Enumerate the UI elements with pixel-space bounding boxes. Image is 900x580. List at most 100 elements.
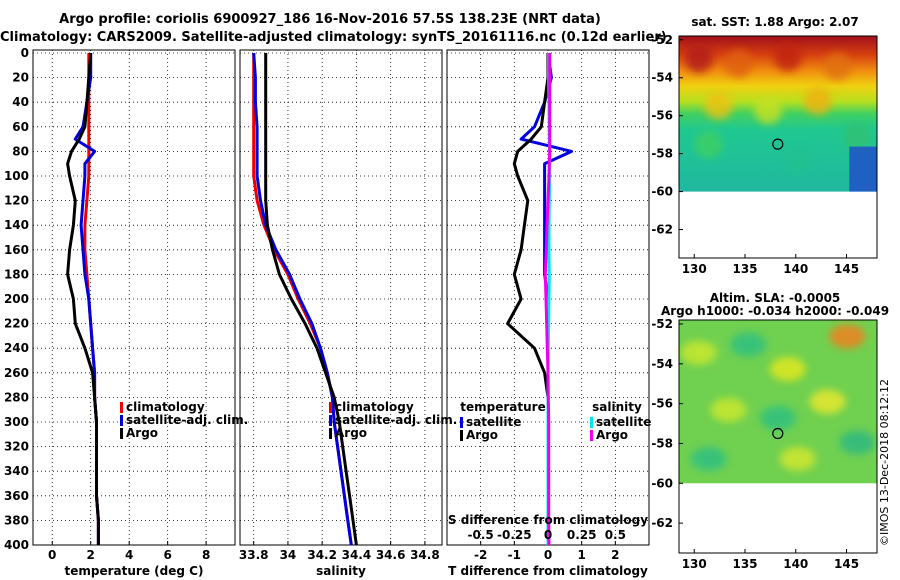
y-tick-label: 280 bbox=[4, 390, 29, 404]
diff-salinity-legend-label: satellite bbox=[596, 415, 651, 429]
y-tick-label: 140 bbox=[4, 218, 29, 232]
sst-map-title: sat. SST: 1.88 Argo: 2.07 bbox=[691, 15, 858, 29]
title-line-2: Climatology: CARS2009. Satellite-adjuste… bbox=[0, 30, 667, 45]
map-x-tick-label: 130 bbox=[682, 262, 707, 276]
series-line-difference-argo-salinity- bbox=[543, 53, 552, 546]
x-tick-label: 34.8 bbox=[410, 548, 440, 562]
diff-top-tick-label: 0.5 bbox=[605, 528, 626, 542]
x-tick-label: 1 bbox=[577, 548, 585, 562]
y-tick-label: 60 bbox=[12, 120, 29, 134]
diff-salinity-legend-label: Argo bbox=[596, 428, 628, 442]
map-border bbox=[678, 319, 878, 554]
sst-patch bbox=[724, 49, 753, 78]
series-line-salinity-satellite-adj-clim- bbox=[252, 52, 353, 546]
map-y-tick-label: -62 bbox=[651, 516, 673, 530]
x-tick-label: 34.4 bbox=[342, 548, 372, 562]
salinity-legend-swatch bbox=[329, 415, 332, 426]
sla-patch bbox=[769, 356, 806, 381]
sla-patch bbox=[680, 340, 717, 365]
sla-patch bbox=[779, 446, 816, 471]
copyright-footer: ©IMOS 13-Dec-2018 08:12:12 bbox=[878, 379, 891, 546]
temperature-legend-label: climatology bbox=[126, 400, 205, 414]
sst-patch bbox=[803, 86, 832, 115]
y-tick-label: 260 bbox=[4, 366, 29, 380]
x-tick-label: 8 bbox=[202, 548, 210, 562]
map-y-tick-label: -58 bbox=[651, 147, 673, 161]
y-tick-label: 80 bbox=[12, 144, 29, 158]
map-y-tick-label: -60 bbox=[651, 185, 673, 199]
map-x-tick-label: 140 bbox=[783, 557, 808, 571]
diff-top-tick-label: 0.25 bbox=[567, 528, 597, 542]
y-tick-label: 320 bbox=[4, 440, 29, 454]
x-tick-label: 2 bbox=[611, 548, 619, 562]
x-tick-label: -1 bbox=[508, 548, 521, 562]
diff-legend-title-salinity: salinity bbox=[592, 400, 642, 414]
title-line-1: Argo profile: coriolis 6900927_186 16-No… bbox=[59, 12, 601, 27]
x-axis-label-temperature: temperature (deg C) bbox=[65, 564, 204, 578]
salinity-legend-label: climatology bbox=[335, 400, 414, 414]
x-axis-label-salinity: salinity bbox=[316, 564, 366, 578]
sst-cold-patch bbox=[849, 146, 877, 192]
diff-salinity-legend-swatch bbox=[590, 430, 593, 441]
sst-patch bbox=[684, 44, 713, 73]
y-tick-label: 340 bbox=[4, 464, 29, 478]
map-y-tick-label: -56 bbox=[651, 109, 673, 123]
y-tick-label: 360 bbox=[4, 489, 29, 503]
salinity-legend-swatch bbox=[329, 428, 332, 439]
map-y-tick-label: -52 bbox=[651, 33, 673, 47]
diff-temperature-legend-label: satellite bbox=[466, 415, 521, 429]
diff-temperature-legend-swatch bbox=[460, 430, 463, 441]
sst-field-texture bbox=[684, 43, 872, 174]
diff-temperature-legend-label: Argo bbox=[466, 428, 498, 442]
argo-position-marker bbox=[772, 138, 784, 150]
y-tick-label: 120 bbox=[4, 194, 29, 208]
x-axis-label-difference: T difference from climatology bbox=[448, 564, 648, 578]
sla-patch bbox=[809, 389, 846, 414]
map-y-tick-label: -52 bbox=[651, 317, 673, 331]
series-line-temperature-argo bbox=[66, 52, 100, 545]
y-tick-label: 20 bbox=[12, 71, 29, 85]
sst-patch bbox=[694, 130, 723, 159]
x-tick-label: 0 bbox=[48, 548, 56, 562]
sst-patch bbox=[843, 122, 872, 151]
map-y-tick-label: -62 bbox=[651, 223, 673, 237]
x-tick-label: 4 bbox=[125, 548, 133, 562]
map-y-tick-label: -60 bbox=[651, 476, 673, 490]
series-line-salinity-argo bbox=[264, 53, 358, 546]
map-x-tick-label: 135 bbox=[732, 557, 757, 571]
diff-top-tick-label: -0.5 bbox=[468, 528, 494, 542]
sst-patch bbox=[823, 52, 852, 81]
sla-patch bbox=[760, 405, 796, 430]
y-tick-label: 160 bbox=[4, 243, 29, 257]
map-x-tick-label: 130 bbox=[682, 557, 707, 571]
sla-map-subtitle: Argo h1000: -0.034 h2000: -0.049 bbox=[661, 304, 889, 318]
sst-patch bbox=[704, 91, 733, 120]
map-x-tick-label: 140 bbox=[783, 262, 808, 276]
temperature-legend-swatch bbox=[120, 402, 123, 413]
x-tick-label: 6 bbox=[163, 548, 171, 562]
diff-top-tick-label: -0.25 bbox=[497, 528, 532, 542]
y-tick-label: 300 bbox=[4, 415, 29, 429]
x-tick-label: 34 bbox=[280, 548, 297, 562]
salinity-legend-label: satellite-adj. clim. bbox=[335, 413, 457, 427]
y-tick-label: 40 bbox=[12, 95, 29, 109]
sst-patch bbox=[773, 43, 802, 72]
map-border bbox=[678, 35, 878, 259]
sla-map-title: Altim. SLA: -0.0005 bbox=[710, 291, 841, 305]
map-y-tick-label: -56 bbox=[651, 397, 673, 411]
sla-patch bbox=[690, 446, 727, 471]
x-tick-label: 33.8 bbox=[239, 548, 269, 562]
diff-top-axis-label: S difference from climatology bbox=[448, 513, 648, 527]
y-tick-label: 400 bbox=[4, 538, 29, 552]
sla-patch bbox=[829, 324, 866, 349]
y-tick-label: 0 bbox=[21, 46, 29, 60]
salinity-legend-label: Argo bbox=[335, 426, 367, 440]
x-tick-label: 34.6 bbox=[376, 548, 406, 562]
diff-top-tick-label: 0 bbox=[544, 528, 552, 542]
y-tick-label: 240 bbox=[4, 341, 29, 355]
diff-salinity-legend-swatch bbox=[590, 417, 593, 428]
x-tick-label: 0 bbox=[544, 548, 552, 562]
temperature-legend-swatch bbox=[120, 415, 123, 426]
x-tick-label: 2 bbox=[87, 548, 95, 562]
